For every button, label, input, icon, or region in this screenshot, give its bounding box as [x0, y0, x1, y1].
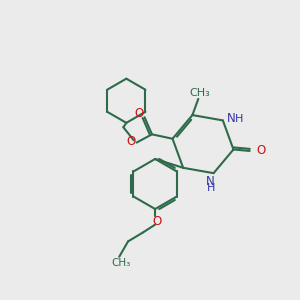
- Text: O: O: [134, 107, 143, 120]
- Text: N: N: [227, 112, 236, 125]
- Text: N: N: [206, 175, 215, 188]
- Text: CH₃: CH₃: [111, 258, 130, 268]
- Text: CH₃: CH₃: [189, 88, 210, 98]
- Text: H: H: [206, 184, 215, 194]
- Text: H: H: [235, 114, 244, 124]
- Text: O: O: [256, 145, 266, 158]
- Text: O: O: [127, 136, 136, 148]
- Text: O: O: [152, 215, 161, 228]
